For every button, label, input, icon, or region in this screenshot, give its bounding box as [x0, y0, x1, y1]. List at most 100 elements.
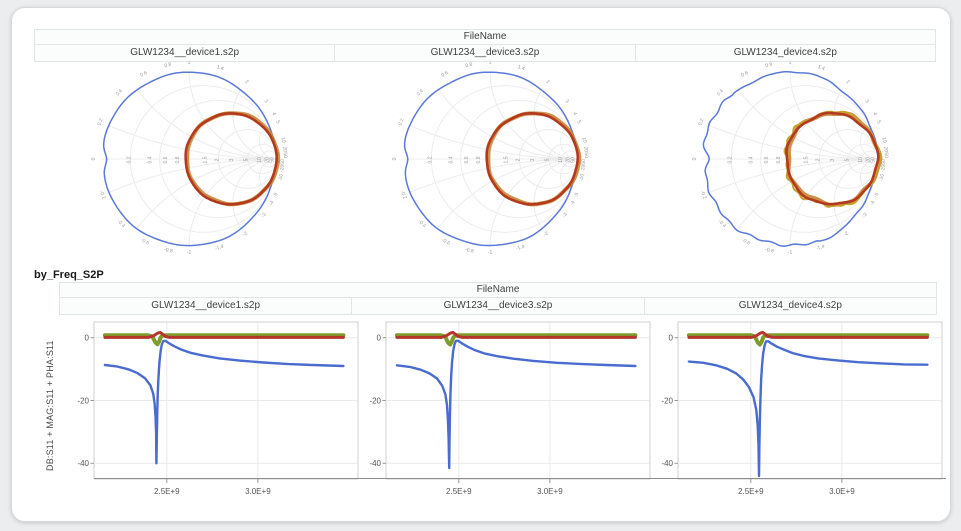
series-pha-s11[interactable]: [395, 330, 637, 339]
smith-chart-svg[interactable]: 0.20.40.60.8 11.42345102050-0.2-0.4-0.6-0…: [635, 61, 935, 264]
svg-text:5: 5: [845, 158, 851, 161]
series-db-s11[interactable]: [395, 339, 637, 470]
smith-plot-device4[interactable]: 0.2 0.4 0.6 0.8 1 1.4 2 3 4 5 10 20 50 -0.2 -0.4 -0.6 -0…: [635, 61, 936, 264]
svg-text:4: 4: [571, 111, 578, 116]
svg-text:0.6: 0.6: [163, 156, 169, 163]
svg-text:3: 3: [830, 158, 836, 161]
svg-text:10: 10: [257, 157, 263, 163]
freq-plot-device3[interactable]: 0 -20 -40 2.5E+9 3.0E+9: [362, 314, 654, 504]
svg-text:-50: -50: [881, 159, 887, 167]
freq-tick-labels: 0 -20 -40 2.5E+9 3.0E+9: [77, 334, 271, 497]
svg-text:5: 5: [575, 120, 582, 125]
svg-text:3: 3: [263, 98, 270, 104]
freq-plot-device4[interactable]: 0 -20 -40 2.5E+9 3.0E+9: [654, 314, 946, 504]
svg-text:0: 0: [692, 157, 698, 160]
svg-text:0.8: 0.8: [476, 156, 482, 163]
s11-trace[interactable]: [102, 71, 277, 247]
bottom-filename-col-device1[interactable]: GLW1234__device1.s2p: [60, 298, 353, 314]
smith-tick-labels: 0.20.40.60.8 11.42345102050-0.2-0.4-0.6-0…: [692, 61, 889, 256]
svg-text:-5: -5: [873, 192, 880, 199]
svg-text:0.8: 0.8: [464, 62, 472, 69]
svg-text:10: 10: [580, 137, 587, 144]
series-db-s11[interactable]: [103, 339, 345, 465]
svg-text:2: 2: [515, 158, 521, 161]
freq-plot-device1[interactable]: 0 -20 -40 2.5E+9 3.0E+9: [70, 314, 362, 504]
freq-chart-svg[interactable]: 0 -20 -40 2.5E+9 3.0E+9: [362, 314, 654, 504]
svg-text:50: 50: [282, 152, 288, 158]
top-filename-row: GLW1234__device1.s2p GLW1234__device3.s2…: [35, 45, 935, 61]
svg-text:-20: -20: [880, 164, 887, 172]
svg-text:-0.2: -0.2: [98, 190, 107, 200]
svg-text:2.5E+9: 2.5E+9: [738, 487, 764, 496]
svg-text:-0.4: -0.4: [717, 219, 727, 230]
s22-trace[interactable]: [785, 111, 880, 206]
svg-text:-20: -20: [369, 396, 381, 405]
svg-text:1.5: 1.5: [503, 156, 509, 163]
smith-chart-svg[interactable]: 0.20.40.60.8 11.42345102050-0.2-0.4-0.6-0…: [34, 61, 334, 264]
svg-text:0.6: 0.6: [741, 70, 750, 79]
freq-chart-svg[interactable]: 0 -20 -40 2.5E+9 3.0E+9: [654, 314, 946, 504]
svg-text:-50: -50: [580, 159, 586, 167]
bottom-filename-col-device3[interactable]: GLW1234__device3.s2p: [352, 298, 645, 314]
svg-text:-50: -50: [280, 159, 286, 167]
svg-text:-20: -20: [279, 164, 286, 172]
svg-text:20: 20: [565, 157, 571, 163]
svg-text:-0.2: -0.2: [398, 190, 407, 200]
svg-text:5: 5: [544, 158, 550, 161]
s11-trace[interactable]: [403, 71, 578, 247]
db-s11-dip-dots: [152, 354, 162, 461]
s22-trace[interactable]: [484, 111, 579, 206]
svg-text:-0.4: -0.4: [116, 219, 126, 230]
svg-text:10: 10: [858, 157, 864, 163]
svg-text:1.4: 1.4: [216, 64, 225, 72]
svg-text:1: 1: [789, 61, 792, 66]
svg-text:2: 2: [214, 158, 220, 161]
s22-trace[interactable]: [184, 112, 278, 206]
freq-tick-labels: 0 -20 -40 2.5E+9 3.0E+9: [661, 334, 855, 497]
svg-text:-4: -4: [869, 200, 876, 207]
svg-text:50: 50: [871, 157, 877, 163]
series-pha-s11[interactable]: [103, 330, 345, 339]
svg-text:0.2: 0.2: [126, 156, 132, 163]
svg-text:0.2: 0.2: [727, 156, 733, 163]
svg-text:-1: -1: [788, 250, 793, 256]
svg-text:-0.2: -0.2: [699, 190, 708, 200]
svg-text:-4: -4: [268, 200, 275, 207]
svg-text:10: 10: [280, 137, 287, 144]
series-pha-s11[interactable]: [687, 330, 929, 339]
svg-text:0.2: 0.2: [427, 156, 433, 163]
x-axis-line: [94, 478, 946, 479]
svg-text:-40: -40: [77, 459, 89, 468]
top-filename-table: FileName GLW1234__device1.s2p GLW1234__d…: [34, 29, 936, 62]
svg-text:0: 0: [91, 157, 97, 160]
svg-text:20: 20: [882, 146, 889, 152]
svg-text:5: 5: [274, 120, 281, 125]
svg-text:0.6: 0.6: [764, 156, 770, 163]
svg-text:0.4: 0.4: [716, 88, 725, 97]
svg-text:-0.6: -0.6: [741, 237, 752, 246]
svg-text:0: 0: [392, 157, 398, 160]
smith-chart-svg[interactable]: 0.20.40.60.8 11.42345102050-0.2-0.4-0.6-0…: [335, 61, 635, 264]
s11-trace[interactable]: [702, 71, 879, 247]
svg-text:-5: -5: [272, 192, 279, 199]
svg-text:4: 4: [270, 111, 277, 116]
freq-chart-svg[interactable]: 0 -20 -40 2.5E+9 3.0E+9: [70, 314, 362, 504]
svg-text:-40: -40: [369, 459, 381, 468]
svg-text:2: 2: [845, 79, 851, 86]
smith-grid: [702, 71, 879, 247]
top-filename-col-device3[interactable]: GLW1234__device3.s2p: [335, 45, 636, 61]
svg-text:-10: -10: [277, 173, 284, 181]
top-filename-col-device1[interactable]: GLW1234__device1.s2p: [35, 45, 336, 61]
svg-text:3: 3: [864, 98, 871, 104]
smith-plot-device1[interactable]: 0.2 0.4 0.6 0.8 1 1.4 2 3 4 5 10 20 50 -0.2 -0.4 -0.6 -0…: [34, 61, 335, 264]
svg-text:4: 4: [872, 111, 879, 116]
svg-text:3: 3: [530, 158, 536, 161]
bottom-filename-col-device4[interactable]: GLW1234_device4.s2p: [738, 300, 842, 311]
svg-text:0.4: 0.4: [115, 88, 124, 97]
smith-plot-device3[interactable]: 0.2 0.4 0.6 0.8 1 1.4 2 3 4 5 10 20 50 -0.2 -0.4 -0.6 -0…: [335, 61, 636, 264]
svg-text:0.8: 0.8: [164, 62, 172, 69]
svg-text:-0.8: -0.8: [163, 247, 173, 255]
top-filename-col-device4[interactable]: GLW1234_device4.s2p: [733, 47, 837, 58]
svg-text:1.4: 1.4: [817, 64, 826, 72]
svg-text:2: 2: [244, 79, 250, 86]
